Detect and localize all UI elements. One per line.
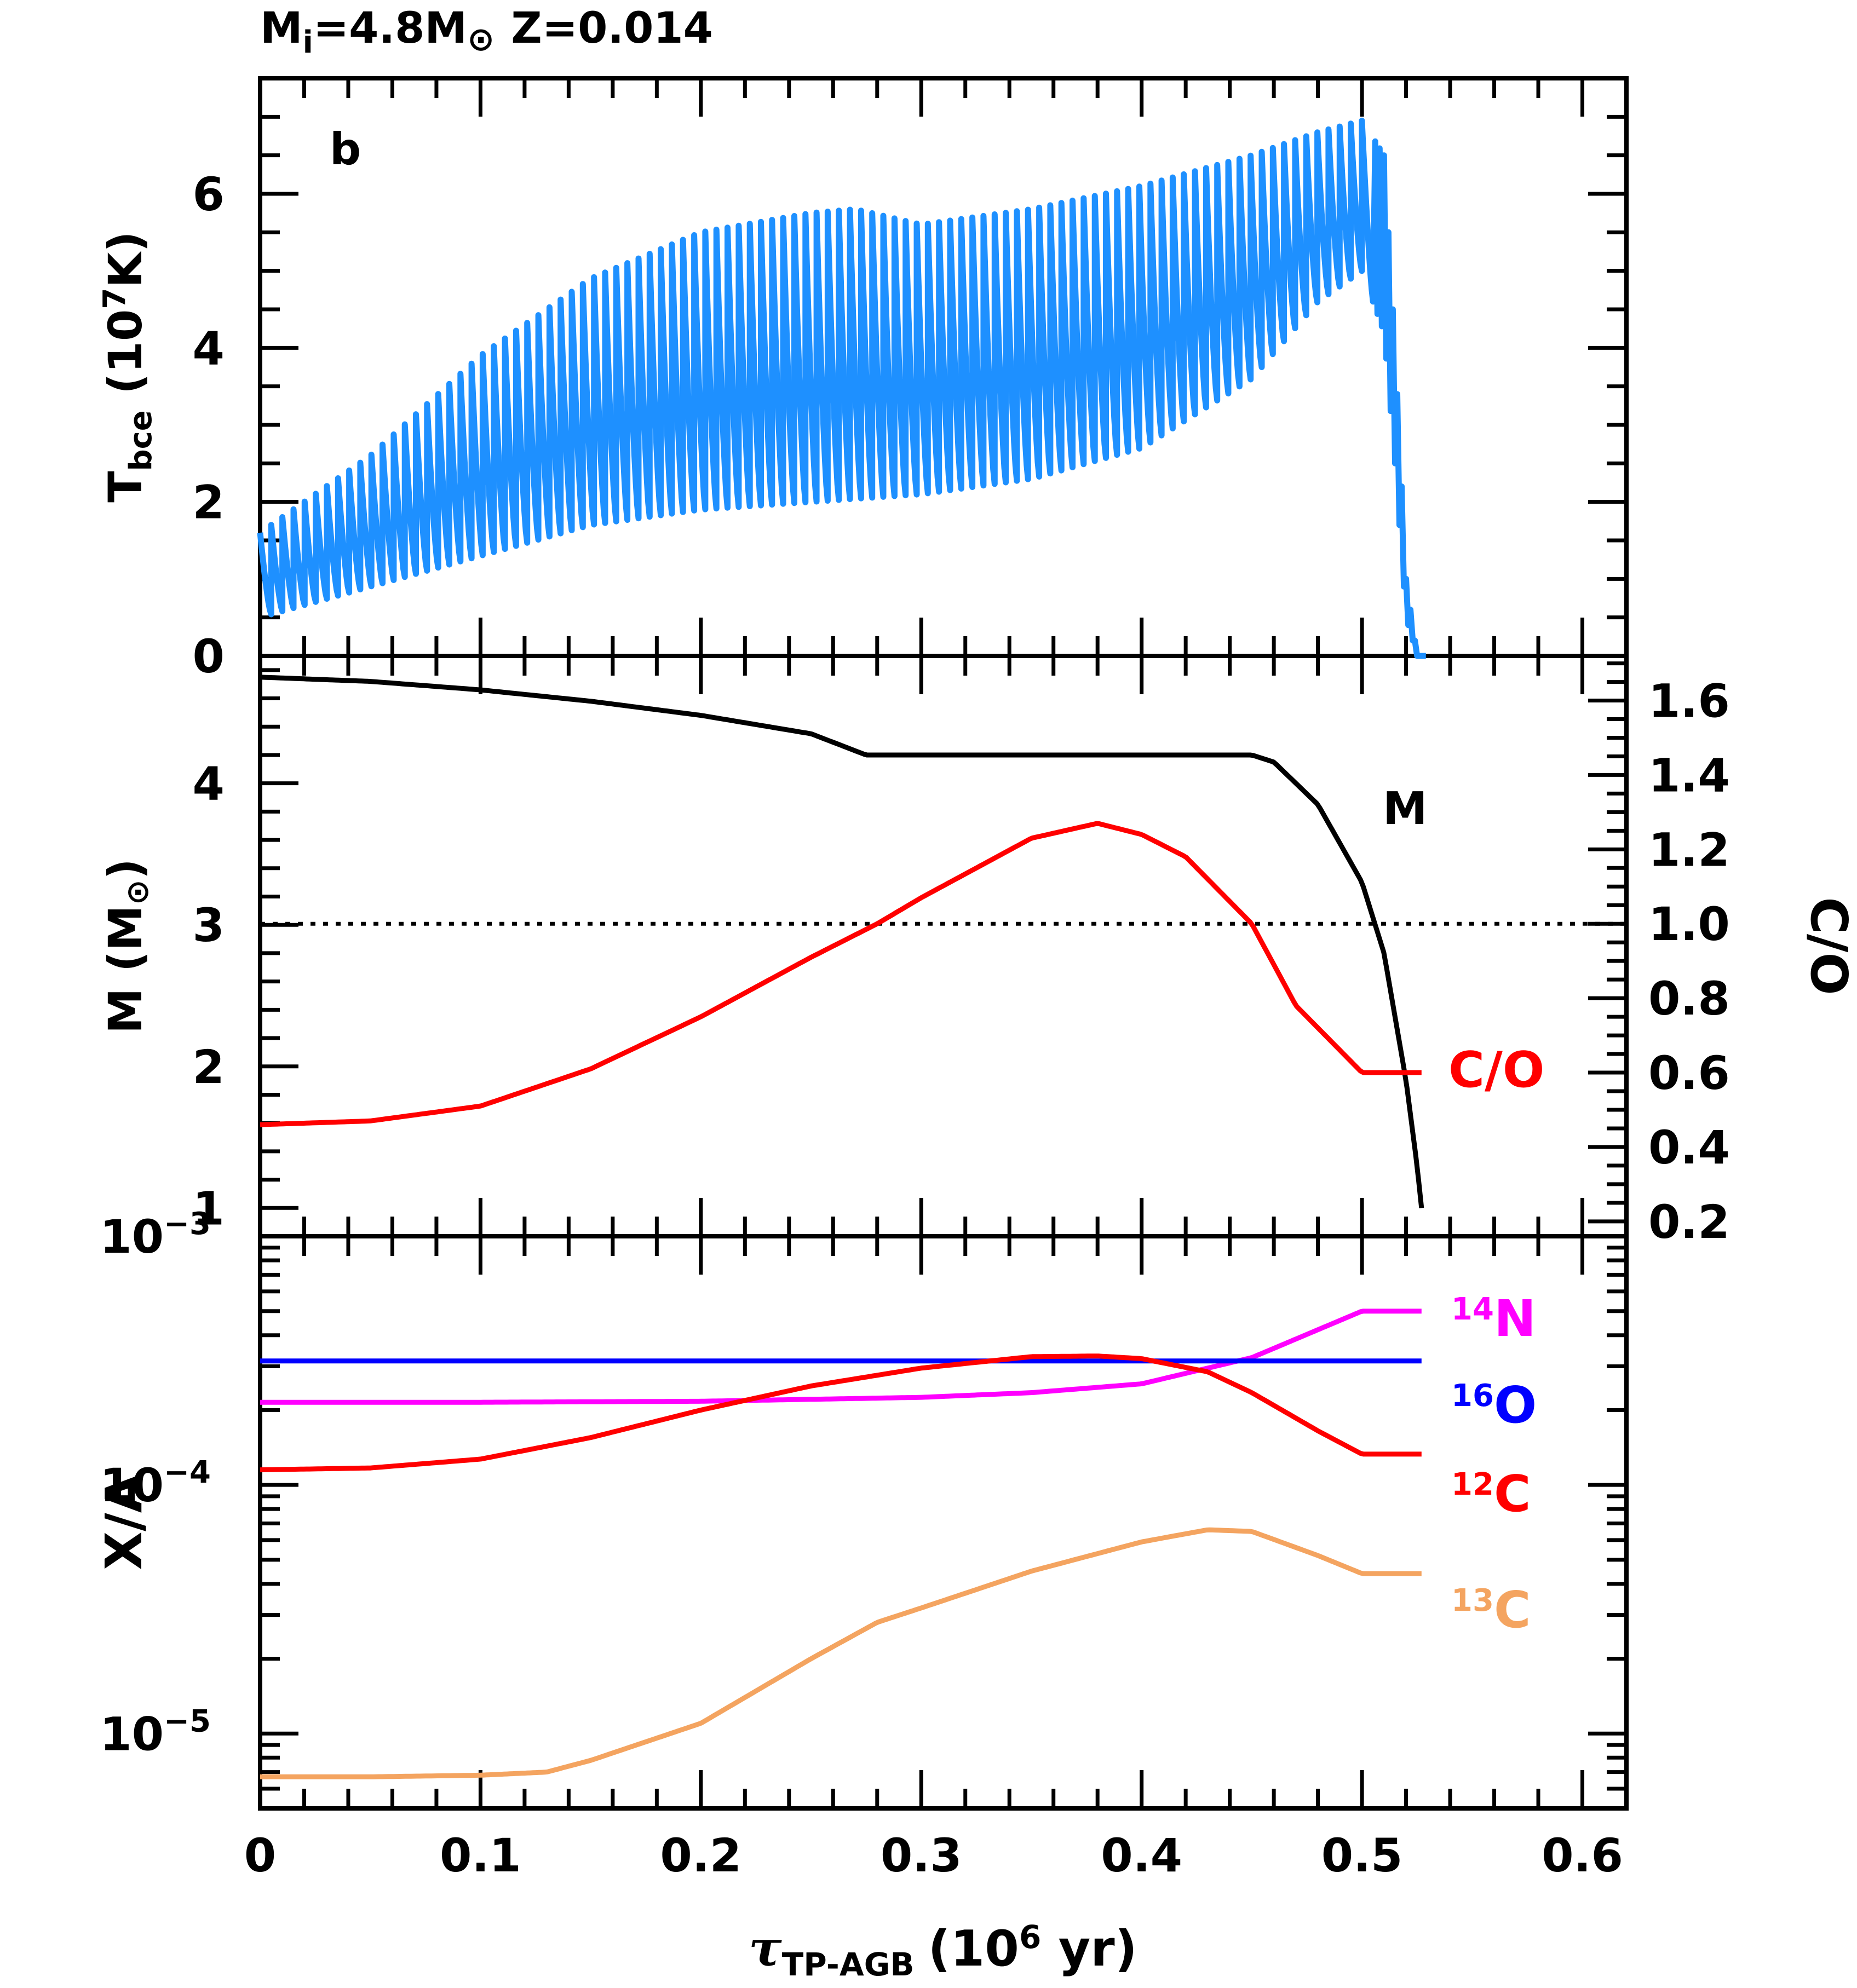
series-label-m: M <box>1383 783 1428 835</box>
middle-left-y-tick-label: 1 <box>193 1182 225 1235</box>
x-tick-label: 0.5 <box>1321 1829 1403 1882</box>
middle-panel-frame <box>258 654 1629 1238</box>
x-tick-label: 0 <box>244 1829 276 1882</box>
top-y-tick-labels: 0 2 4 6 <box>193 168 225 683</box>
top-y-tick-label: 0 <box>193 630 225 683</box>
middle-left-y-tick-labels: 1 2 3 4 <box>193 757 225 1236</box>
top-y-tick-label: 4 <box>193 321 225 375</box>
middle-right-y-tick-label: 1.2 <box>1648 823 1730 877</box>
top-y-axis-label: Tbce (107K) <box>97 231 159 503</box>
middle-left-y-tick-label: 2 <box>193 1040 225 1094</box>
axis-ticks <box>258 76 1629 1811</box>
middle-right-y-tick-labels: 0.2 0.4 0.6 0.8 1.0 1.2 1.4 1.6 <box>1648 675 1730 1249</box>
bottom-y-tick-label: 10−4 <box>100 1455 211 1512</box>
x-tick-label: 0.1 <box>440 1829 521 1882</box>
bottom-y-axis-label: X/A <box>95 1474 153 1570</box>
x-axis-label: τTP-AGB (106 yr) <box>749 1918 1137 1983</box>
x-tick-label: 0.6 <box>1542 1829 1623 1882</box>
panel-label-b: b <box>330 124 361 175</box>
x-tick-labels: 0 0.1 0.2 0.3 0.4 0.5 0.6 <box>244 1829 1623 1882</box>
x-tick-label: 0.2 <box>660 1829 741 1882</box>
top-y-tick-label: 6 <box>193 168 225 221</box>
bottom-y-tick-label: 10−3 <box>100 1206 211 1264</box>
title-subscript: i <box>303 25 313 60</box>
series-label-14n: 14N <box>1451 1289 1536 1348</box>
bottom-y-tick-labels: 10−5 10−4 10−3 <box>100 1206 211 1761</box>
top-y-tick-label: 2 <box>193 476 225 529</box>
bottom-panel-series <box>260 1309 1422 1779</box>
series-label-16o: 16O <box>1451 1376 1537 1434</box>
middle-right-y-tick-label: 1.4 <box>1648 748 1730 802</box>
series-line-13c <box>260 1527 1422 1779</box>
middle-right-y-axis-label: C/O <box>1799 897 1857 995</box>
top-panel-series <box>257 117 1426 659</box>
middle-right-y-tick-label: 0.8 <box>1648 972 1730 1025</box>
middle-left-y-tick-label: 4 <box>193 757 225 811</box>
middle-left-y-tick-label: 3 <box>193 898 225 952</box>
x-tick-label: 0.4 <box>1101 1829 1182 1882</box>
bottom-panel-frame <box>258 1234 1629 1811</box>
bottom-y-tick-label: 10−5 <box>100 1703 211 1761</box>
series-line-12c <box>260 1353 1422 1473</box>
middle-right-y-tick-label: 0.4 <box>1648 1121 1730 1174</box>
sun-symbol: ⊙ <box>467 20 495 59</box>
chart-title: Mi=4.8M⊙ Z=0.014 <box>260 4 713 60</box>
sun-symbol: ⊙ <box>120 879 156 905</box>
middle-right-y-tick-label: 1.0 <box>1648 897 1730 951</box>
series-label-13c: 13C <box>1451 1581 1531 1639</box>
middle-right-y-tick-label: 1.6 <box>1648 675 1730 728</box>
series-label-co: C/O <box>1448 1041 1544 1099</box>
middle-panel-series <box>260 675 1424 1208</box>
series-label-12c: 12C <box>1451 1465 1531 1523</box>
middle-right-y-tick-label: 0.2 <box>1648 1195 1730 1249</box>
middle-left-y-axis-label: M (M⊙) <box>99 858 156 1034</box>
tbce-series-line <box>257 117 1426 659</box>
x-tick-label: 0.3 <box>881 1829 962 1882</box>
series-line-co <box>260 821 1422 1127</box>
series-line-m <box>260 675 1424 1208</box>
middle-right-y-tick-label: 0.6 <box>1648 1046 1730 1100</box>
